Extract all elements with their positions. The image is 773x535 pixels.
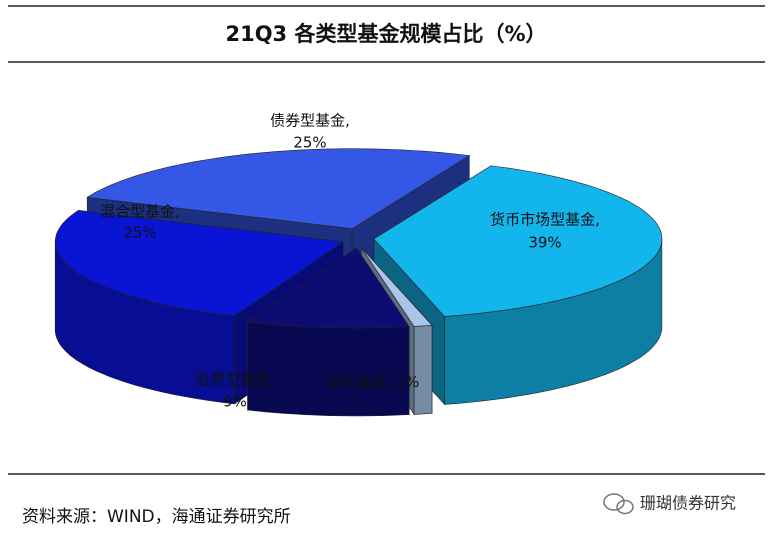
slice-category-label: 混合型基金,: [100, 203, 180, 221]
source-note: 资料来源：WIND，海通证券研究所: [22, 507, 291, 527]
watermark: 珊瑚债券研究: [640, 494, 736, 513]
slice-wall: [247, 321, 410, 417]
slice-category-label: 货币市场型基金,: [490, 211, 600, 229]
chart-title: 21Q3 各类型基金规模占比（%）: [225, 22, 546, 46]
slice-top: [361, 247, 433, 327]
watermark-icon: [603, 493, 634, 515]
slice-top: [86, 148, 471, 230]
slice-category-label: 股票型基金,: [195, 371, 275, 389]
slice-value-label: 25%: [293, 134, 326, 152]
slice-top: [54, 210, 345, 317]
slice-category-label: QDII基金,: [325, 373, 392, 391]
slice-label: QDII基金, 1%: [325, 373, 420, 391]
pie: [54, 148, 663, 417]
slice-wall: [413, 324, 433, 415]
slice-category-label: 债券型基金,: [270, 112, 350, 130]
slice-value-label: 39%: [528, 234, 561, 252]
slice: [246, 246, 410, 417]
slice-top: [246, 247, 410, 329]
slice-value-label: 9%: [223, 393, 247, 411]
slice-value-label: 25%: [123, 224, 156, 242]
slice-top: [373, 165, 663, 317]
slice-value-label: 1%: [396, 373, 420, 391]
